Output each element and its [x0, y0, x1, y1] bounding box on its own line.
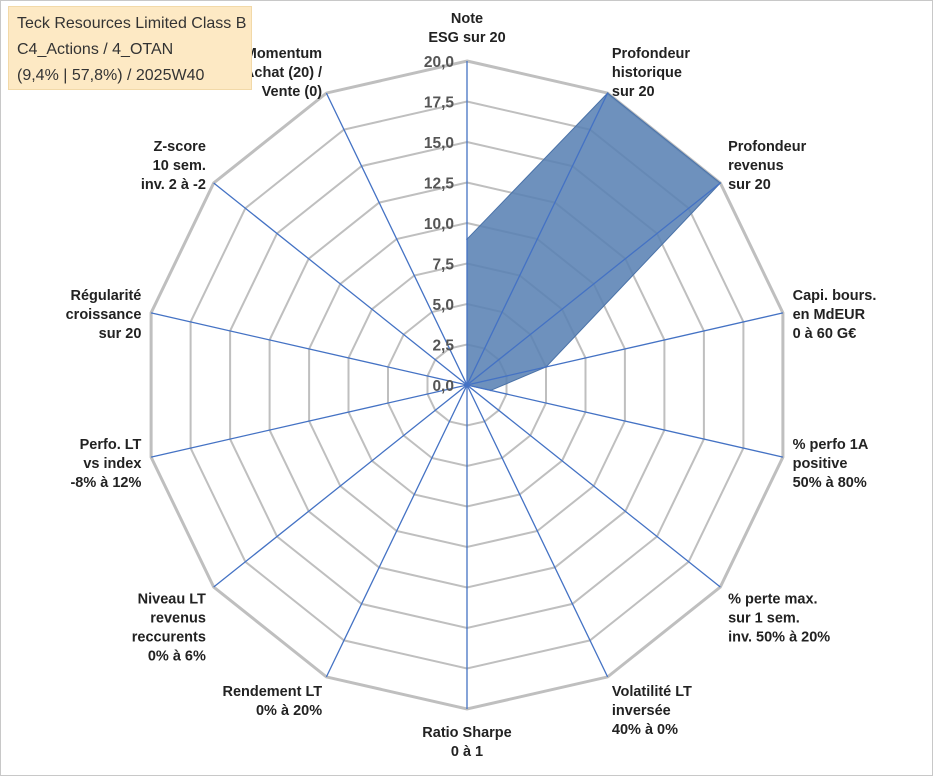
axis-label-line: positive — [793, 456, 848, 472]
axis-label: Note ESG sur 20 — [428, 11, 505, 46]
axis-label-line: Achat (20) / — [244, 65, 322, 81]
axis-label-line: 50% à 80% — [793, 475, 867, 491]
axis-label-line: ESG sur 20 — [428, 30, 505, 46]
axis-label-line: Rendement LT — [222, 684, 322, 700]
axis-label-line: vs index — [83, 456, 141, 472]
spoke-layer — [150, 61, 784, 709]
axis-label-line: % perfo 1A — [793, 437, 869, 453]
axis-spoke — [466, 384, 721, 588]
axis-label: Capi. bours. en MdEUR 0 à 60 G€ — [793, 288, 877, 342]
axis-label: Perfo. LT vs index -8% à 12% — [70, 437, 141, 491]
axis-label-line: inv. 50% à 20% — [728, 629, 830, 645]
axis-label-line: 0% à 6% — [148, 648, 206, 664]
axis-label-line: historique — [612, 65, 682, 81]
axis-label: Rendement LT 0% à 20% — [222, 684, 322, 719]
axis-label-line: Capi. bours. — [793, 288, 877, 304]
axis-label-line: revenus — [150, 610, 206, 626]
axis-label-line: Ratio Sharpe — [422, 725, 511, 741]
axis-spoke — [466, 312, 784, 386]
axis-label: Z-score 10 sem. inv. 2 à -2 — [141, 139, 206, 193]
info-box: Teck Resources Limited Class B C4_Action… — [8, 6, 252, 90]
axis-label-line: inv. 2 à -2 — [141, 177, 206, 193]
axis-label-line: % perte max. — [728, 591, 817, 607]
axis-label-line: 0 à 60 G€ — [793, 326, 857, 342]
axis-label-line: Niveau LT — [138, 591, 206, 607]
axis-label: Ratio Sharpe 0 à 1 — [422, 725, 511, 760]
axis-label-line: 10 sem. — [153, 158, 206, 174]
axis-label: Régularité croissance sur 20 — [66, 288, 142, 342]
axis-label: Volatilité LT inversée 40% à 0% — [612, 684, 692, 738]
axis-label-line: Perfo. LT — [80, 437, 142, 453]
axis-spoke — [466, 384, 784, 458]
axis-label-line: sur 20 — [612, 84, 655, 100]
axis-label: Profondeur revenus sur 20 — [728, 139, 806, 193]
tick-label: 17,5 — [424, 95, 455, 112]
axis-label-line: Régularité — [70, 288, 141, 304]
axis-label-line: en MdEUR — [793, 307, 866, 323]
axis-label-line: Momentum — [245, 46, 322, 62]
axis-label-line: Z-score — [154, 139, 206, 155]
series-layer — [466, 92, 722, 392]
label-layer: Note ESG sur 20 Profondeur historique sur 20… — [66, 11, 877, 760]
axis-spoke — [466, 182, 721, 386]
axis-label: Niveau LT revenus reccurents 0% à 6% — [132, 591, 206, 664]
info-line-security: Teck Resources Limited Class B — [17, 15, 247, 32]
axis-label-line: revenus — [728, 158, 784, 174]
tick-layer: 0,0 2,5 5,0 7,5 10,0 12,5 15,0 17,5 20,0 — [424, 54, 455, 395]
axis-label-line: reccurents — [132, 629, 206, 645]
axis-spoke — [325, 384, 468, 678]
axis-label-line: sur 1 sem. — [728, 610, 800, 626]
axis-label: % perfo 1A positive 50% à 80% — [793, 437, 869, 491]
axis-label-line: sur 20 — [728, 177, 771, 193]
axis-label-line: Vente (0) — [262, 84, 323, 100]
axis-spoke — [213, 182, 468, 386]
tick-label: 0,0 — [432, 378, 454, 395]
tick-label: 12,5 — [424, 176, 455, 193]
axis-label-line: 0 à 1 — [451, 744, 483, 760]
axis-label-line: -8% à 12% — [70, 475, 141, 491]
tick-label: 20,0 — [424, 54, 454, 71]
tick-label: 2,5 — [432, 338, 454, 355]
axis-spoke — [466, 384, 609, 678]
axis-spoke — [466, 92, 609, 386]
axis-spoke — [213, 384, 468, 588]
axis-label: Momentum Achat (20) / Vente (0) — [244, 46, 322, 100]
axis-label-line: croissance — [66, 307, 142, 323]
tick-label: 10,0 — [424, 216, 454, 233]
tick-label: 7,5 — [432, 257, 454, 274]
series-area — [466, 92, 722, 391]
axis-label-line: 0% à 20% — [256, 703, 322, 719]
axis-spoke — [150, 384, 468, 458]
axis-label-line: Volatilité LT — [612, 684, 692, 700]
axis-spoke — [150, 312, 468, 386]
axis-label-line: Profondeur — [728, 139, 806, 155]
axis-label-line: Profondeur — [612, 46, 690, 62]
axis-spoke — [325, 92, 468, 386]
axis-label: % perte max. sur 1 sem. inv. 50% à 20% — [728, 591, 830, 645]
tick-label: 15,0 — [424, 135, 454, 152]
info-line-stats: (9,4% | 57,8%) / 2025W40 — [17, 67, 205, 84]
axis-label-line: inversée — [612, 703, 671, 719]
axis-label-line: Note — [451, 11, 483, 27]
info-line-category: C4_Actions / 4_OTAN — [17, 41, 174, 58]
axis-label-line: sur 20 — [99, 326, 142, 342]
axis-label: Profondeur historique sur 20 — [612, 46, 690, 100]
tick-label: 5,0 — [432, 297, 454, 314]
axis-label-line: 40% à 0% — [612, 722, 678, 738]
